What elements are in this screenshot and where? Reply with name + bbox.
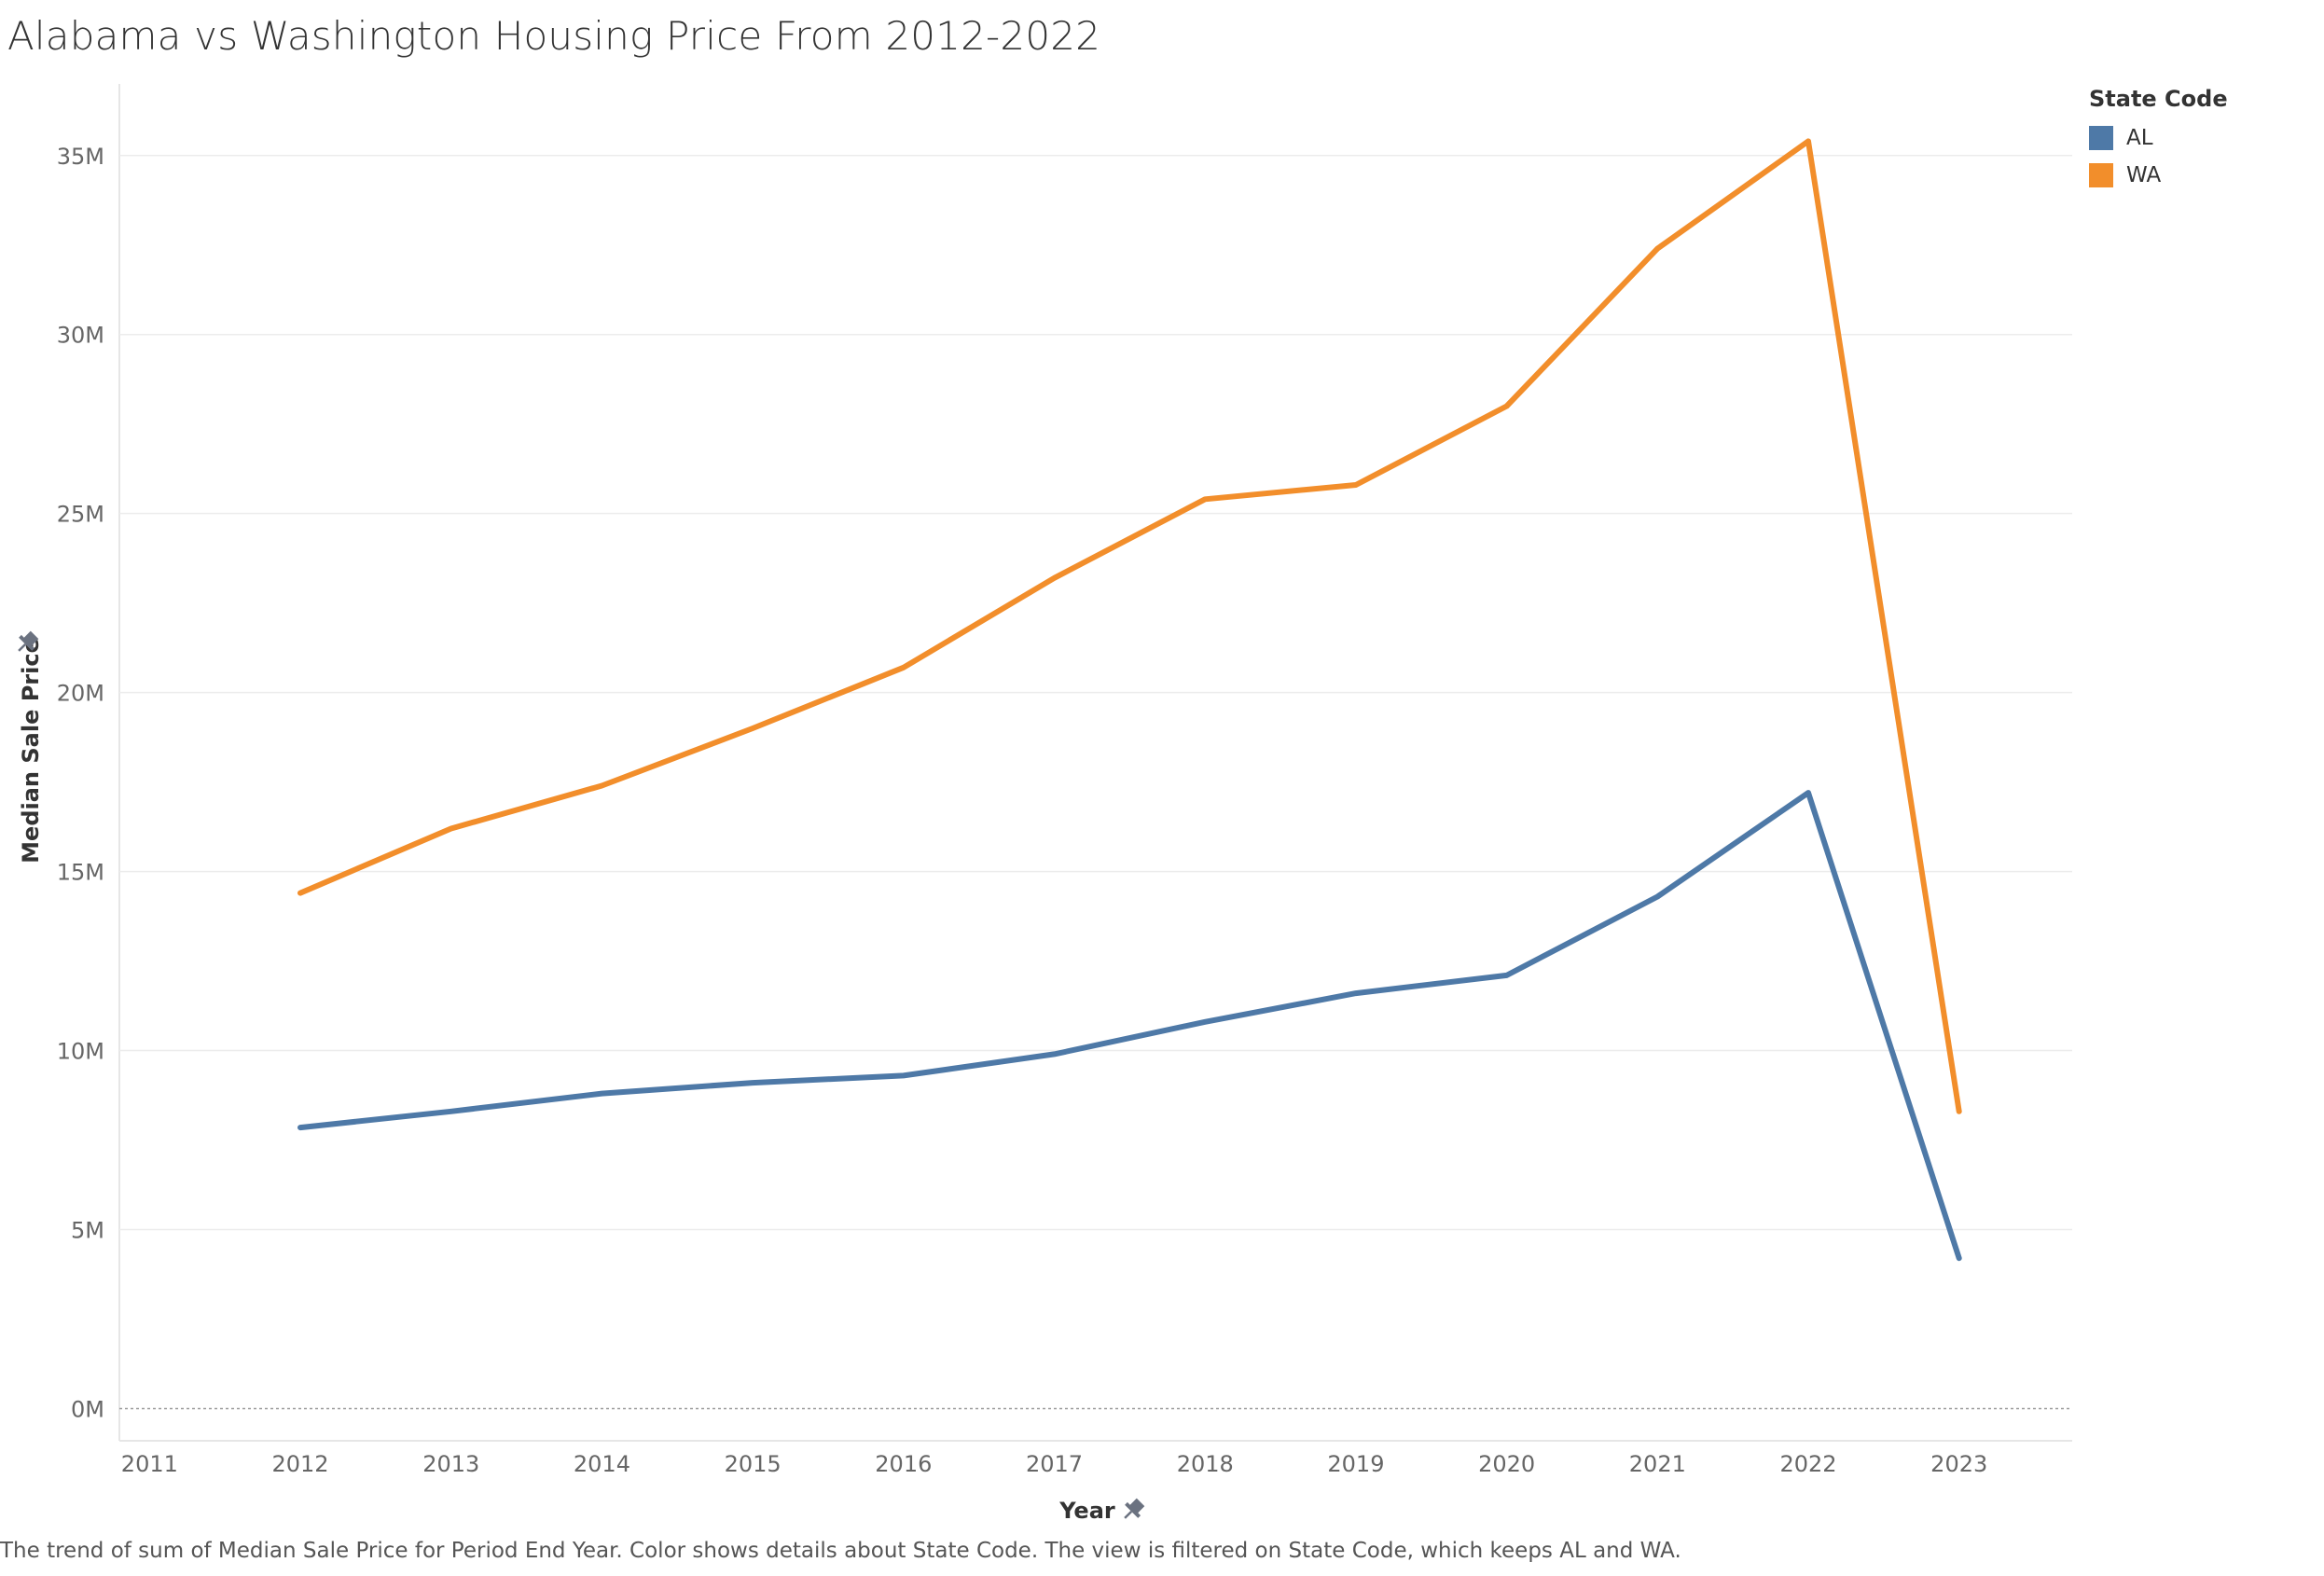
legend-item-al[interactable]: AL xyxy=(2089,119,2228,157)
x-tick-label: 2022 xyxy=(1779,1451,1836,1477)
x-axis-label: Year xyxy=(1058,1498,1115,1524)
y-tick-label: 25M xyxy=(57,502,104,528)
y-tick-label: 5M xyxy=(71,1217,104,1243)
x-tick-label: 2017 xyxy=(1026,1451,1083,1477)
x-tick-label: 2014 xyxy=(574,1451,630,1477)
x-tick-label: 2012 xyxy=(271,1451,328,1477)
legend-items: AL WA xyxy=(2089,119,2228,194)
legend-label: AL xyxy=(2126,126,2153,150)
x-tick-label: 2016 xyxy=(875,1451,932,1477)
y-tick-label: 0M xyxy=(71,1396,104,1422)
x-tick-label: 2013 xyxy=(422,1451,479,1477)
legend-item-wa[interactable]: WA xyxy=(2089,157,2228,194)
pin-icon xyxy=(18,630,39,652)
y-tick-label: 30M xyxy=(57,323,104,349)
x-tick-label: 2015 xyxy=(725,1451,782,1477)
y-tick-label: 15M xyxy=(57,860,104,886)
legend-title: State Code xyxy=(2089,86,2228,112)
pin-icon xyxy=(1124,1498,1145,1519)
legend-swatch xyxy=(2089,126,2113,150)
x-tick-label: 2019 xyxy=(1327,1451,1384,1477)
x-tick-label: 2023 xyxy=(1930,1451,1987,1477)
x-tick-label: 2020 xyxy=(1478,1451,1535,1477)
legend: State Code AL WA xyxy=(2089,86,2228,194)
y-tick-label: 20M xyxy=(57,681,104,707)
legend-swatch xyxy=(2089,163,2113,187)
series-line-wa xyxy=(297,138,1962,1114)
y-tick-label: 35M xyxy=(57,144,104,170)
x-tick-label: 2011 xyxy=(121,1451,178,1477)
legend-label: WA xyxy=(2126,163,2162,187)
footnote-caption: The trend of sum of Median Sale Price fo… xyxy=(0,1539,1681,1563)
x-tick-label: 2018 xyxy=(1177,1451,1234,1477)
y-tick-label: 10M xyxy=(57,1039,104,1065)
y-axis-label: Median Sale Price xyxy=(18,638,44,864)
series-line-al xyxy=(297,790,1962,1262)
x-tick-label: 2021 xyxy=(1629,1451,1686,1477)
chart-title: Alabama vs Washington Housing Price From… xyxy=(7,13,1101,59)
